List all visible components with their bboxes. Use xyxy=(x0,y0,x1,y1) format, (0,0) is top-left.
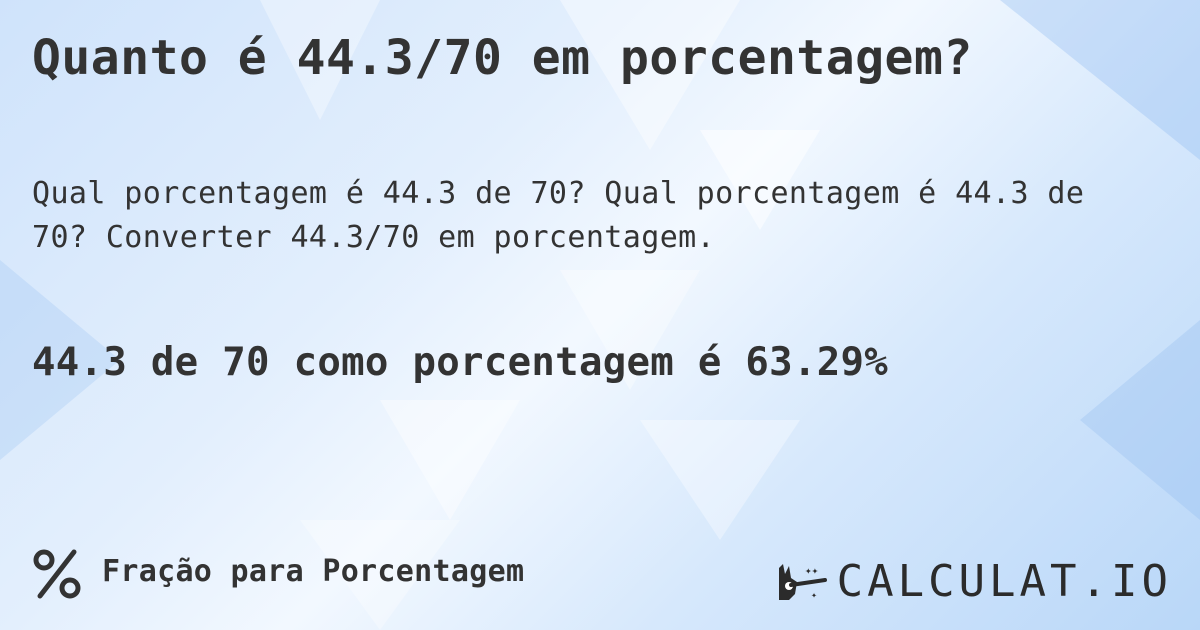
magic-hand-icon: ✦✦ ✦ xyxy=(778,563,827,601)
svg-text:✦: ✦ xyxy=(811,590,817,601)
logo-text: CALCULAT.IO xyxy=(836,556,1172,607)
footer-category[interactable]: Fração para Porcentagem xyxy=(32,548,524,600)
footer-label: Fração para Porcentagem xyxy=(102,553,525,589)
description: Qual porcentagem é 44.3 de 70? Qual porc… xyxy=(32,176,1085,255)
percent-icon xyxy=(33,549,81,599)
svg-text:✦✦: ✦✦ xyxy=(805,564,819,577)
result-text: 44.3 de 70 como porcentagem é 63.29% xyxy=(32,340,889,385)
calculat-io-logo[interactable]: ✦✦ ✦ CALCULAT.IO xyxy=(775,556,1172,607)
page-title: Quanto é 44.3/70 em porcentagem? xyxy=(32,30,973,86)
